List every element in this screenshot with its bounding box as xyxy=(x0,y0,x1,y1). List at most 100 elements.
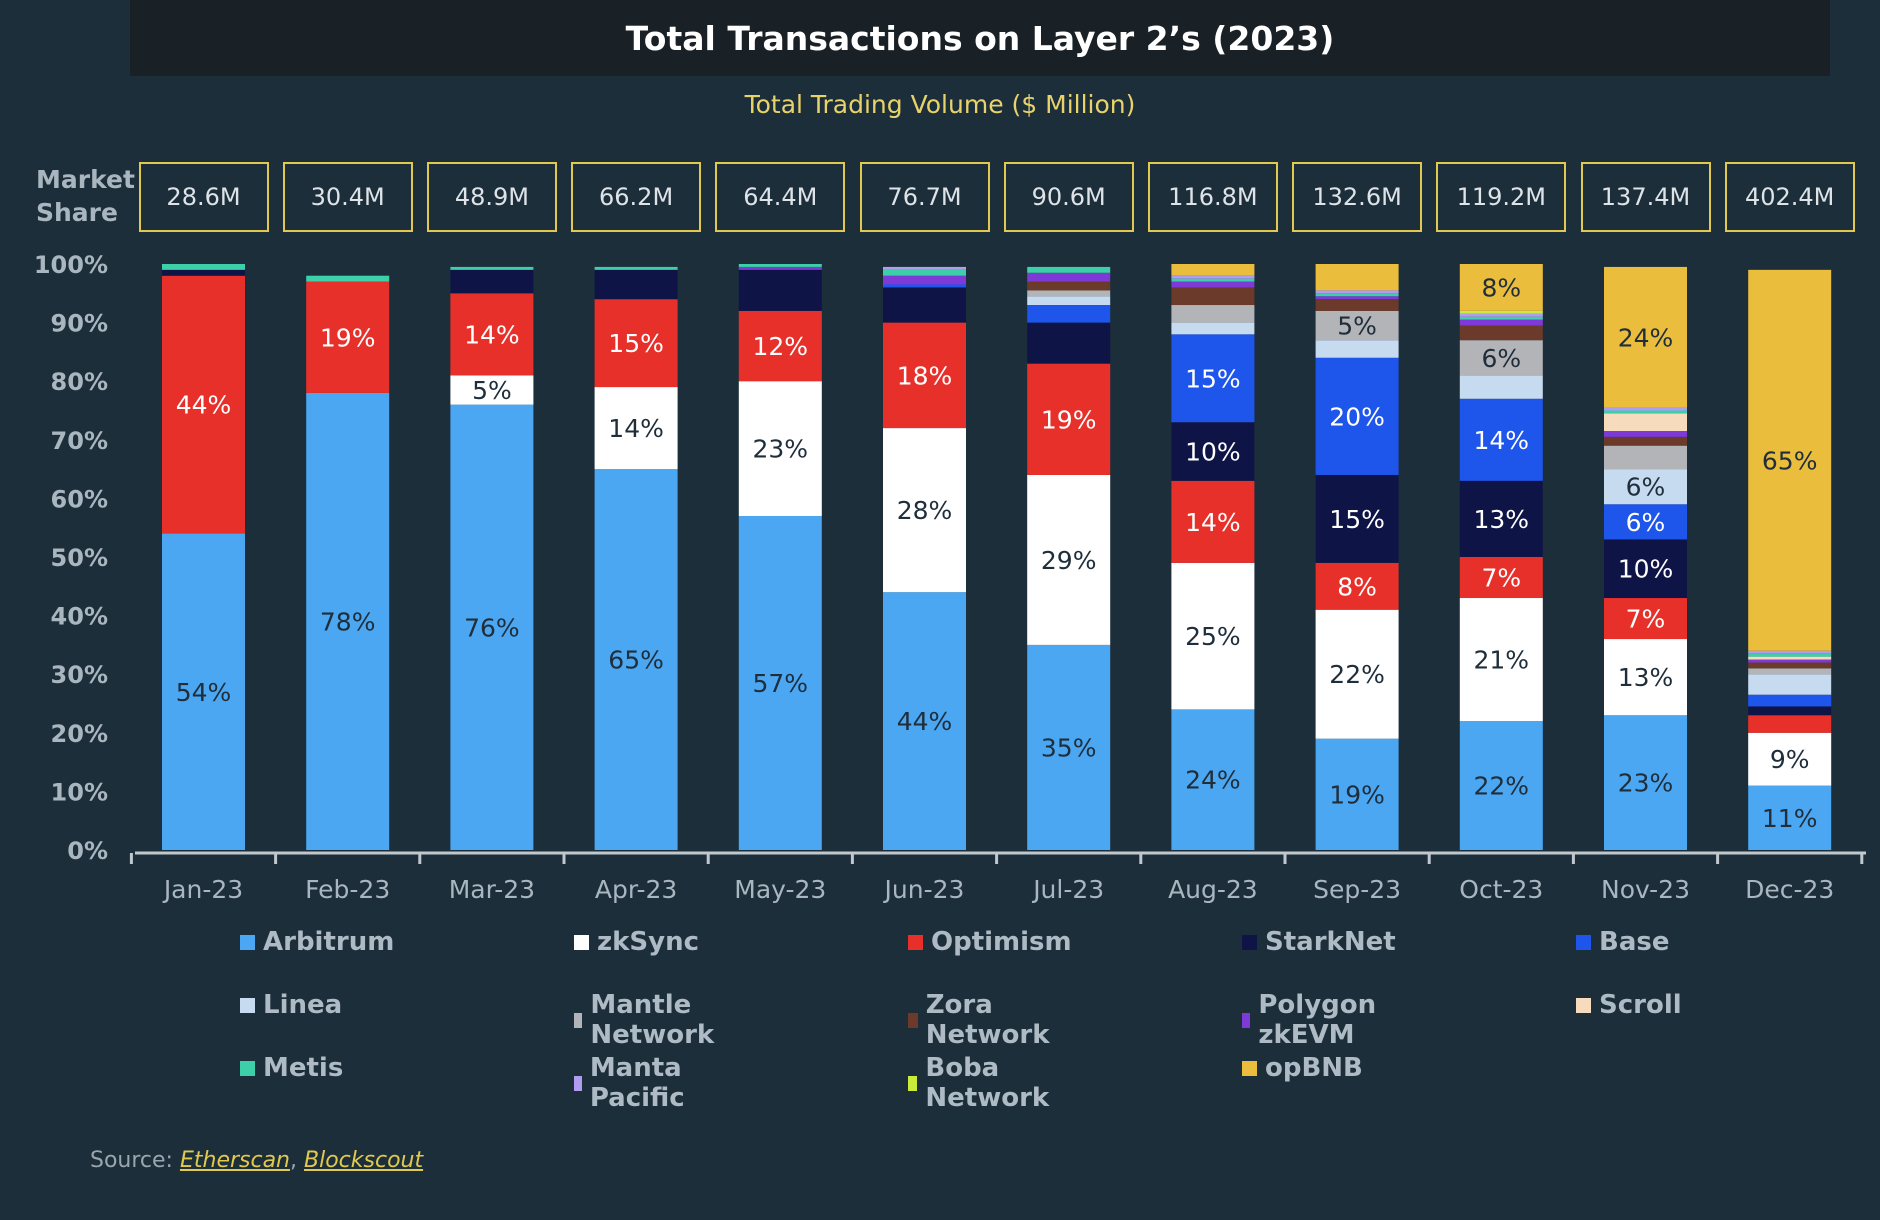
data-label: 28% xyxy=(897,496,953,525)
bar-segment-starknet xyxy=(738,269,822,311)
bar-segment-polygon-zkevm xyxy=(1171,281,1255,288)
data-label: 15% xyxy=(1329,505,1385,534)
bar-segment-starknet xyxy=(1027,322,1111,364)
x-tick-label: Feb-23 xyxy=(305,875,390,904)
y-tick-label: 90% xyxy=(51,310,108,338)
bar-segment-optimism xyxy=(306,281,390,393)
data-label: 6% xyxy=(1481,344,1521,373)
legend-item-zksync: zkSync xyxy=(574,927,699,957)
chart-title: Total Transactions on Layer 2’s (2023) xyxy=(625,18,1335,58)
bar-segment-metis xyxy=(450,266,534,270)
bar-segment-optimism xyxy=(1459,557,1543,599)
bar-segment-arbitrum xyxy=(450,404,534,850)
legend-label: StarkNet xyxy=(1265,927,1396,957)
data-label: 8% xyxy=(1337,572,1377,601)
legend-label: Scroll xyxy=(1599,990,1682,1020)
bar-segment-zksync xyxy=(1027,474,1111,645)
legend-swatch xyxy=(908,1075,918,1091)
blockscout-link[interactable]: Blockscout xyxy=(304,1148,424,1173)
bar-segment-starknet xyxy=(450,269,534,294)
volume-box: 76.7M xyxy=(859,162,990,232)
bar-segment-metis xyxy=(1315,293,1399,297)
x-tick-label: Nov-23 xyxy=(1601,875,1690,904)
market-share-label-line1: Market xyxy=(36,165,135,194)
bar-segment-polygon-zkevm xyxy=(1748,659,1832,663)
legend-swatch xyxy=(1576,997,1591,1013)
bar-segment-base xyxy=(1315,357,1399,475)
x-tick-label: Jul-23 xyxy=(1031,875,1104,904)
x-tick-label: Aug-23 xyxy=(1168,875,1258,904)
data-label: 44% xyxy=(897,707,953,736)
legend-item-arbitrum: Arbitrum xyxy=(240,927,394,957)
bar-segment-scroll xyxy=(1604,413,1687,432)
legend-item-linea: Linea xyxy=(240,990,342,1020)
data-label: 7% xyxy=(1481,564,1521,593)
x-tick-label: Dec-23 xyxy=(1745,875,1834,904)
data-label: 29% xyxy=(1041,546,1097,575)
bar-segment-linea xyxy=(1027,296,1111,306)
data-label: 14% xyxy=(1474,426,1530,455)
bar-segment-opbnb xyxy=(1315,264,1399,291)
legend-swatch xyxy=(1576,934,1591,950)
legend-label: Zora Network xyxy=(925,990,1050,1050)
data-label: 5% xyxy=(1337,312,1377,341)
bar-segment-mantle-network xyxy=(1171,305,1255,323)
legend-label: Boba Network xyxy=(925,1053,1050,1113)
legend-item-base: Base xyxy=(1576,927,1669,957)
bar-segment-base xyxy=(1604,504,1687,540)
bar-segment-linea xyxy=(1171,322,1255,335)
legend-item-opbnb: opBNB xyxy=(1242,1053,1363,1083)
bar-segment-starknet xyxy=(594,269,678,300)
data-label: 24% xyxy=(1185,766,1241,795)
bar-segment-zora-network xyxy=(1748,662,1832,669)
bar-segment-manta-pacific xyxy=(1459,313,1543,317)
bar-segment-optimism xyxy=(1027,363,1111,475)
data-label: 19% xyxy=(320,323,376,352)
bar-segment-metis xyxy=(883,269,966,276)
bar-segment-zksync xyxy=(1315,609,1399,739)
legend-swatch xyxy=(574,1075,582,1091)
bar-segment-polygon-zkevm xyxy=(1315,296,1399,300)
etherscan-link[interactable]: Etherscan xyxy=(179,1148,291,1173)
legend-label: opBNB xyxy=(1265,1053,1363,1083)
bar-segment-zksync xyxy=(738,381,822,516)
market-share-label: Market Share xyxy=(36,163,140,229)
data-label: 18% xyxy=(897,361,953,390)
x-tick-label: Apr-23 xyxy=(595,875,677,904)
bar-segment-arbitrum xyxy=(1604,715,1687,850)
bar-segment-metis xyxy=(1604,410,1687,414)
legend-swatch xyxy=(240,997,255,1013)
volume-box: 137.4M xyxy=(1580,162,1711,232)
volume-box: 119.2M xyxy=(1436,162,1567,232)
bar-segment-starknet xyxy=(1171,422,1255,481)
y-tick-label: 0% xyxy=(67,837,108,865)
bar-segment-polygon-zkevm xyxy=(1459,319,1543,326)
bar-segment-metis xyxy=(1027,266,1111,273)
bar-segment-zksync xyxy=(450,375,534,405)
bar-segment-starknet xyxy=(883,287,966,323)
bar-segment-scroll xyxy=(1748,656,1832,660)
data-label: 19% xyxy=(1041,405,1097,434)
data-label: 54% xyxy=(176,678,232,707)
bar-segment-opbnb xyxy=(1748,269,1832,651)
bar-segment-metis xyxy=(1748,653,1832,657)
bar-segment-starknet xyxy=(162,269,245,276)
bar-segment-optimism xyxy=(450,293,534,376)
bar-segment-arbitrum xyxy=(306,392,390,850)
data-label: 24% xyxy=(1618,323,1674,352)
data-label: 78% xyxy=(320,607,376,636)
legend-swatch xyxy=(574,934,589,950)
volume-box: 48.9M xyxy=(426,162,557,232)
legend-item-polygon-zkevm: Polygon zkEVM xyxy=(1242,990,1383,1050)
data-label: 22% xyxy=(1329,660,1385,689)
volume-box: 28.6M xyxy=(138,162,269,232)
y-tick-label: 70% xyxy=(51,427,108,455)
bar-segment-zksync xyxy=(883,428,966,593)
source-note: Source: Etherscan, Blockscout xyxy=(90,1148,423,1173)
legend-label: Optimism xyxy=(931,927,1072,957)
volume-box: 132.6M xyxy=(1292,162,1423,232)
bar-segment-optimism xyxy=(1315,562,1399,610)
data-label: 20% xyxy=(1329,402,1385,431)
bar-segment-arbitrum xyxy=(162,533,245,850)
bar-segment-zora-network xyxy=(1315,299,1399,311)
